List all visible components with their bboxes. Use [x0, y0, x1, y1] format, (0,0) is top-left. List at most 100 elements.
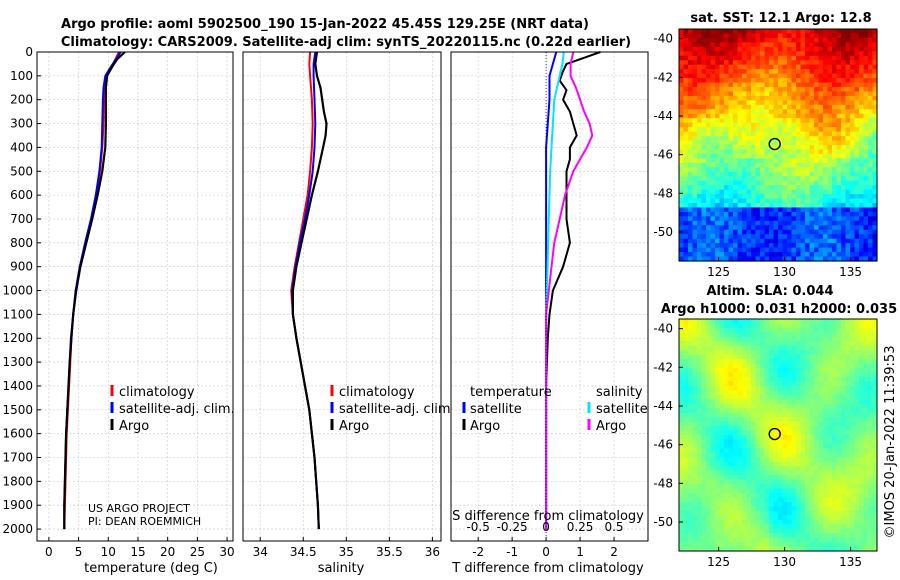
- map-cell: [872, 145, 878, 151]
- map-cell: [746, 457, 752, 463]
- map-cell: [733, 127, 739, 133]
- map-cell: [742, 171, 748, 177]
- map-cell: [751, 417, 757, 423]
- map-cell: [791, 60, 797, 66]
- map-cell: [841, 145, 847, 151]
- map-cell: [755, 131, 761, 137]
- map-cell: [742, 198, 748, 204]
- map-cell: [872, 64, 878, 70]
- map-cell: [764, 82, 770, 88]
- map-cell: [751, 194, 757, 200]
- map-cell: [724, 149, 730, 155]
- map-cell: [746, 64, 752, 70]
- map-cell: [706, 252, 712, 258]
- map-cell: [859, 122, 865, 128]
- map-cell: [859, 484, 865, 490]
- map-cell: [764, 359, 770, 365]
- map-cell: [868, 37, 874, 43]
- map-cell: [809, 180, 815, 186]
- map-cell: [760, 488, 766, 494]
- map-cell: [733, 162, 739, 168]
- map-cell: [868, 82, 874, 88]
- map-cell: [742, 327, 748, 333]
- map-cell: [751, 252, 757, 258]
- map-cell: [818, 82, 824, 88]
- map-cell: [787, 484, 793, 490]
- map-cell: [868, 327, 874, 333]
- map-cell: [805, 359, 811, 365]
- map-cell: [746, 430, 752, 436]
- map-cell: [836, 350, 842, 356]
- map-cell: [832, 470, 838, 476]
- map-cell: [791, 417, 797, 423]
- map-cell: [692, 136, 698, 142]
- map-cell: [773, 528, 779, 534]
- map-cell: [719, 399, 725, 405]
- map-cell: [791, 29, 797, 35]
- map-cell: [701, 515, 707, 521]
- map-cell: [850, 198, 856, 204]
- map-cell: [836, 417, 842, 423]
- map-cell: [706, 345, 712, 351]
- map-cell: [814, 113, 820, 119]
- map-cell: [796, 448, 802, 454]
- map-cell: [737, 73, 743, 79]
- map-cell: [832, 385, 838, 391]
- map-cell: [872, 198, 878, 204]
- map-cell: [791, 238, 797, 244]
- map-cell: [764, 341, 770, 347]
- map-cell: [710, 466, 716, 472]
- map-cell: [679, 118, 685, 124]
- map-cell: [854, 122, 860, 128]
- map-cell: [859, 104, 865, 110]
- map-cell: [692, 122, 698, 128]
- map-cell: [805, 506, 811, 512]
- map-cell: [805, 430, 811, 436]
- map-cell: [845, 180, 851, 186]
- map-cell: [823, 488, 829, 494]
- map-cell: [679, 350, 685, 356]
- map-cell: [710, 243, 716, 249]
- map-cell: [724, 515, 730, 521]
- map-cell: [800, 403, 806, 409]
- map-cell: [697, 475, 703, 481]
- map-cell: [805, 399, 811, 405]
- map-cell: [724, 176, 730, 182]
- map-cell: [778, 515, 784, 521]
- map-cell: [692, 180, 698, 186]
- map-cell: [751, 33, 757, 39]
- y-tick-label: -50: [653, 225, 673, 239]
- map-cell: [787, 51, 793, 57]
- map-cell: [800, 542, 806, 548]
- map-cell: [868, 64, 874, 70]
- map-cell: [778, 243, 784, 249]
- map-cell: [751, 60, 757, 66]
- map-cell: [733, 452, 739, 458]
- map-cell: [715, 243, 721, 249]
- map-cell: [850, 127, 856, 133]
- map-cell: [710, 46, 716, 52]
- map-cell: [760, 136, 766, 142]
- map-cell: [773, 149, 779, 155]
- map-cell: [773, 341, 779, 347]
- map-cell: [697, 73, 703, 79]
- map-cell: [805, 185, 811, 191]
- map-cell: [755, 185, 761, 191]
- map-cell: [778, 180, 784, 186]
- map-cell: [728, 87, 734, 93]
- map-cell: [863, 359, 869, 365]
- map-cell: [769, 484, 775, 490]
- map-cell: [796, 528, 802, 534]
- map-cell: [724, 256, 730, 262]
- map-cell: [697, 131, 703, 137]
- map-cell: [724, 501, 730, 507]
- map-cell: [791, 171, 797, 177]
- map-cell: [715, 149, 721, 155]
- map-cell: [827, 29, 833, 35]
- map-cell: [769, 359, 775, 365]
- map-cell: [688, 127, 694, 133]
- map-cell: [728, 51, 734, 57]
- map-cell: [697, 229, 703, 235]
- map-cell: [827, 421, 833, 427]
- map-cell: [791, 118, 797, 124]
